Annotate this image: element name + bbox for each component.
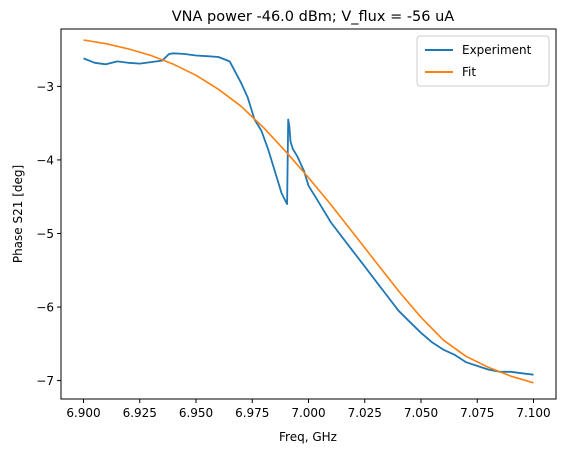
y-axis-label: Phase S21 [deg] (11, 165, 25, 263)
chart-title: VNA power -46.0 dBm; V_flux = -56 uA (172, 9, 455, 25)
x-tick-label: 7.100 (516, 406, 550, 420)
x-tick-label: 6.950 (179, 406, 213, 420)
legend: Experiment Fit (416, 35, 550, 87)
y-axis: −3 −4 −5 −6 −7 (36, 80, 61, 388)
x-tick-label: 7.050 (404, 406, 438, 420)
y-tick-label: −6 (36, 301, 54, 315)
x-tick-label: 7.000 (291, 406, 325, 420)
x-tick-label: 6.975 (235, 406, 269, 420)
x-tick-label: 6.925 (123, 406, 157, 420)
x-axis: 6.900 6.925 6.950 6.975 7.000 7.025 7.050 7.075… (66, 399, 551, 420)
y-tick-label: −5 (36, 227, 54, 241)
series-line-fit (83, 39, 534, 384)
legend-box (416, 35, 550, 87)
x-tick-label: 6.900 (66, 406, 100, 420)
legend-label-fit: Fit (462, 65, 476, 79)
x-tick-label: 7.075 (460, 406, 494, 420)
y-tick-label: −3 (36, 80, 54, 94)
series-layer (83, 39, 534, 384)
legend-label-experiment: Experiment (462, 43, 532, 57)
x-axis-label: Freq, GHz (279, 430, 337, 444)
y-tick-label: −7 (36, 374, 54, 388)
series-line-experiment (83, 52, 534, 376)
x-tick-label: 7.025 (348, 406, 382, 420)
y-tick-label: −4 (36, 153, 54, 167)
